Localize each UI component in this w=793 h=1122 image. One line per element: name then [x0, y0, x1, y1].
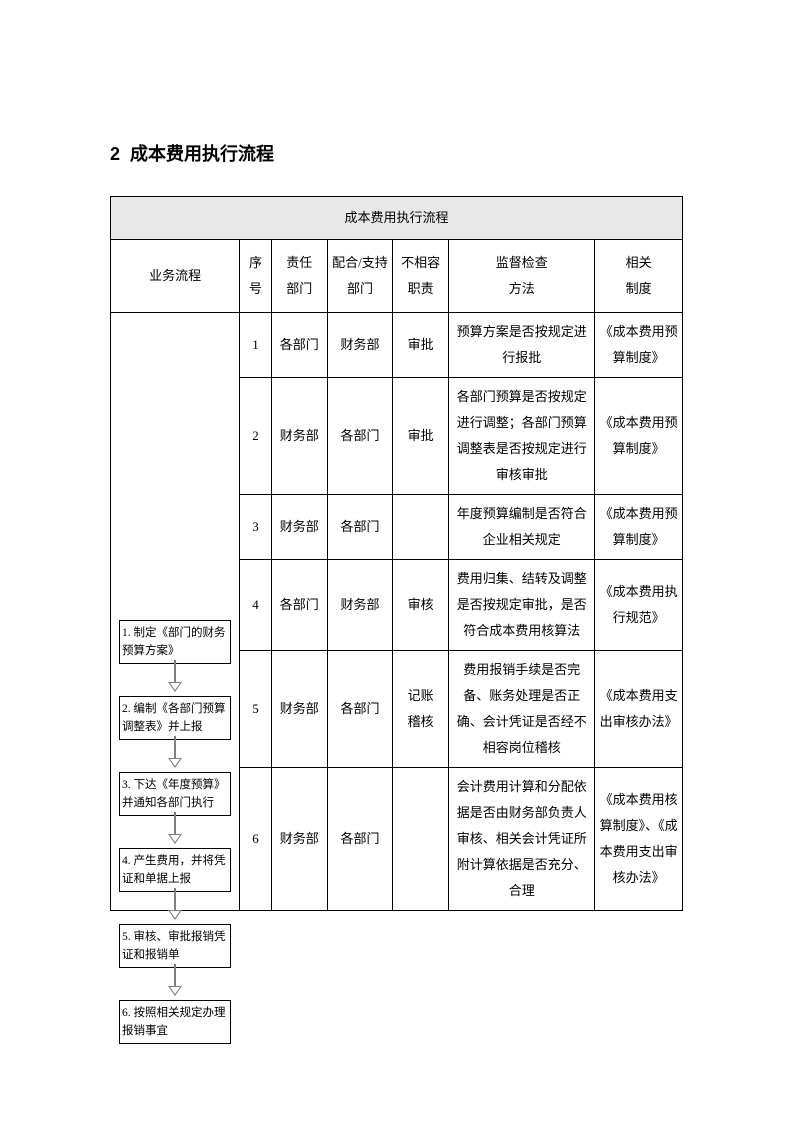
- col-incompat-top: 不相容: [395, 250, 446, 276]
- flow-step-5: 5. 审核、审批报销凭证和报销单: [119, 924, 231, 969]
- cell-check: 年度预算编制是否符合企业相关规定: [449, 495, 595, 560]
- col-resp-top: 责任: [274, 250, 325, 276]
- cell-check: 费用归集、结转及调整是否按规定审批，是否符合成本费用核算法: [449, 560, 595, 651]
- col-system: 相关 制度: [595, 240, 683, 313]
- col-resp: 责任 部门: [271, 240, 327, 313]
- cell-incompat: 审核: [393, 560, 449, 651]
- col-support-bot: 部门: [330, 276, 390, 302]
- col-incompat: 不相容 职责: [393, 240, 449, 313]
- col-check-top: 监督检查: [451, 250, 592, 276]
- cell-num: 3: [240, 495, 271, 560]
- cell-resp: 各部门: [271, 313, 327, 378]
- cell-system: 《成本费用预算制度》: [595, 378, 683, 495]
- col-system-bot: 制度: [597, 276, 680, 302]
- arrow-icon: [168, 812, 182, 851]
- cell-num: 4: [240, 560, 271, 651]
- cell-check: 预算方案是否按规定进行报批: [449, 313, 595, 378]
- arrow-icon: [168, 964, 182, 1003]
- cell-resp: 财务部: [271, 651, 327, 768]
- col-num: 序 号: [240, 240, 271, 313]
- cell-incompat: 审批: [393, 313, 449, 378]
- cell-support: 各部门: [327, 768, 392, 911]
- table-row: 1. 制定《部门的财务预算方案》 2. 编制《各部门预算调整表》并上报 3. 下…: [111, 313, 683, 378]
- col-support: 配合/支持 部门: [327, 240, 392, 313]
- col-system-top: 相关: [597, 250, 680, 276]
- cell-support: 各部门: [327, 378, 392, 495]
- col-num-bot: 号: [242, 276, 268, 302]
- col-resp-bot: 部门: [274, 276, 325, 302]
- cell-support: 财务部: [327, 560, 392, 651]
- cell-support: 财务部: [327, 313, 392, 378]
- flow-step-3: 3. 下达《年度预算》并通知各部门执行: [119, 772, 231, 817]
- cell-incompat: 记账 稽核: [393, 651, 449, 768]
- col-support-top: 配合/支持: [330, 250, 390, 276]
- arrow-icon: [168, 736, 182, 775]
- cell-incompat: [393, 768, 449, 911]
- cell-support: 各部门: [327, 651, 392, 768]
- arrow-icon: [168, 888, 182, 927]
- cell-check: 各部门预算是否按规定进行调整；各部门预算调整表是否按规定进行审核审批: [449, 378, 595, 495]
- col-check: 监督检查 方法: [449, 240, 595, 313]
- cell-system: 《成本费用核算制度》、《成本费用支出审核办法》: [595, 768, 683, 911]
- flow-step-4: 4. 产生费用，并将凭证和单据上报: [119, 848, 231, 893]
- cell-resp: 财务部: [271, 378, 327, 495]
- cell-system: 《成本费用预算制度》: [595, 313, 683, 378]
- cell-incompat: [393, 495, 449, 560]
- cell-resp: 财务部: [271, 495, 327, 560]
- flow-step-6: 6. 按照相关规定办理报销事宜: [119, 1000, 231, 1045]
- cell-system: 《成本费用执行规范》: [595, 560, 683, 651]
- cell-resp: 财务部: [271, 768, 327, 911]
- col-check-bot: 方法: [451, 276, 592, 302]
- col-incompat-bot: 职责: [395, 276, 446, 302]
- table-title: 成本费用执行流程: [111, 197, 683, 240]
- cell-num: 2: [240, 378, 271, 495]
- cell-num: 5: [240, 651, 271, 768]
- col-num-top: 序: [242, 250, 268, 276]
- col-flow: 业务流程: [111, 240, 240, 313]
- cell-num: 6: [240, 768, 271, 911]
- cell-check: 会计费用计算和分配依据是否由财务部负责人审核、相关会计凭证所附计算依据是否充分、…: [449, 768, 595, 911]
- cell-system: 《成本费用预算制度》: [595, 495, 683, 560]
- cell-incompat: 审批: [393, 378, 449, 495]
- section-heading: 2 成本费用执行流程: [110, 140, 683, 166]
- flow-column: 1. 制定《部门的财务预算方案》 2. 编制《各部门预算调整表》并上报 3. 下…: [111, 313, 240, 911]
- process-table: 成本费用执行流程 业务流程 序 号 责任 部门 配合/支持 部门 不相容 职责 …: [110, 196, 683, 911]
- cell-support: 各部门: [327, 495, 392, 560]
- cell-num: 1: [240, 313, 271, 378]
- cell-system: 《成本费用支出审核办法》: [595, 651, 683, 768]
- arrow-icon: [168, 660, 182, 699]
- section-title-text: 成本费用执行流程: [130, 144, 274, 164]
- cell-resp: 各部门: [271, 560, 327, 651]
- flow-step-1: 1. 制定《部门的财务预算方案》: [119, 620, 231, 665]
- section-number: 2: [110, 144, 120, 164]
- cell-check: 费用报销手续是否完备、账务处理是否正确、会计凭证是否经不相容岗位稽核: [449, 651, 595, 768]
- flow-step-2: 2. 编制《各部门预算调整表》并上报: [119, 696, 231, 741]
